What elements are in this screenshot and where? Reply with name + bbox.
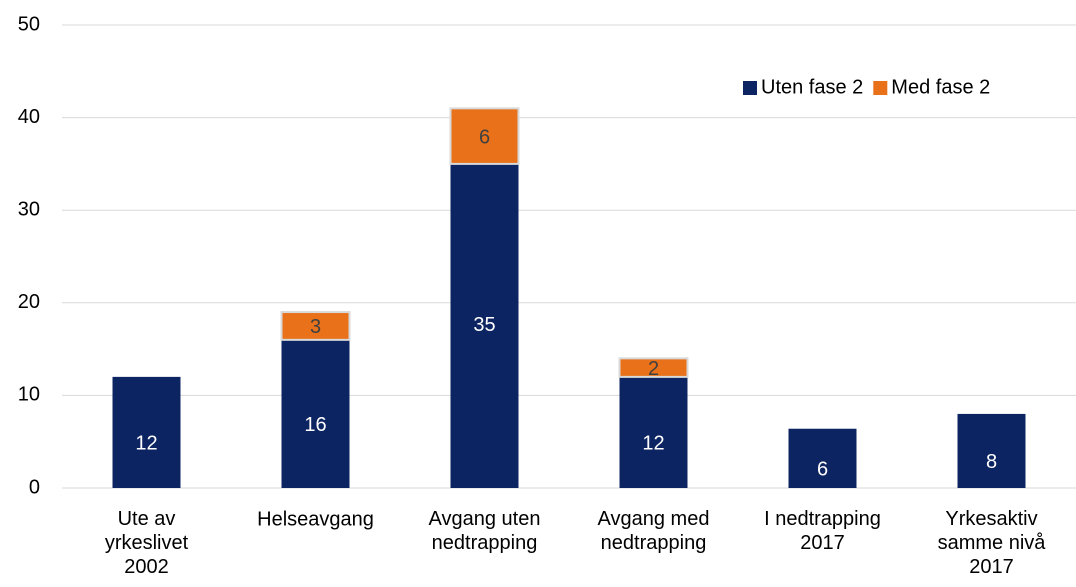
data-label: 3 <box>310 316 321 338</box>
bar-segment <box>619 376 688 488</box>
data-label: 12 <box>135 433 157 455</box>
y-tick-label: 10 <box>18 384 40 406</box>
bar-segment <box>450 163 519 488</box>
bar-segment <box>618 357 689 378</box>
data-label: 12 <box>642 433 664 455</box>
x-tick-label: Helseavgang <box>257 508 374 530</box>
bar-segment <box>788 428 857 488</box>
bar-segment <box>281 339 350 488</box>
legend-label: Uten fase 2 <box>761 76 863 98</box>
bar-segment <box>957 413 1026 488</box>
data-label: 6 <box>817 459 828 481</box>
y-tick-label: 50 <box>18 13 40 35</box>
data-label: 2 <box>648 358 659 380</box>
data-label: 6 <box>479 126 490 148</box>
data-label: 35 <box>473 314 495 336</box>
y-tick-label: 0 <box>29 476 40 498</box>
data-label: 16 <box>304 414 326 436</box>
bar-segment <box>112 376 181 488</box>
bar-segment <box>280 311 351 341</box>
y-tick-label: 40 <box>18 106 40 128</box>
x-tick-label: Avgang uten nedtrapping <box>429 508 541 554</box>
legend-swatch <box>743 81 757 95</box>
y-tick-label: 20 <box>18 291 40 313</box>
bar-segment <box>449 107 520 165</box>
x-tick-label: Yrkesaktiv samme nivå 2017 <box>938 508 1047 578</box>
data-label: 8 <box>986 451 997 473</box>
legend-swatch <box>873 81 888 95</box>
x-tick-label: I nedtrapping 2017 <box>764 508 881 554</box>
x-tick-label: Avgang med nedtrapping <box>598 508 710 554</box>
y-tick-label: 30 <box>18 198 40 220</box>
legend-label: Med fase 2 <box>891 76 990 98</box>
x-tick-label: Ute av yrkeslivet 2002 <box>105 508 189 578</box>
